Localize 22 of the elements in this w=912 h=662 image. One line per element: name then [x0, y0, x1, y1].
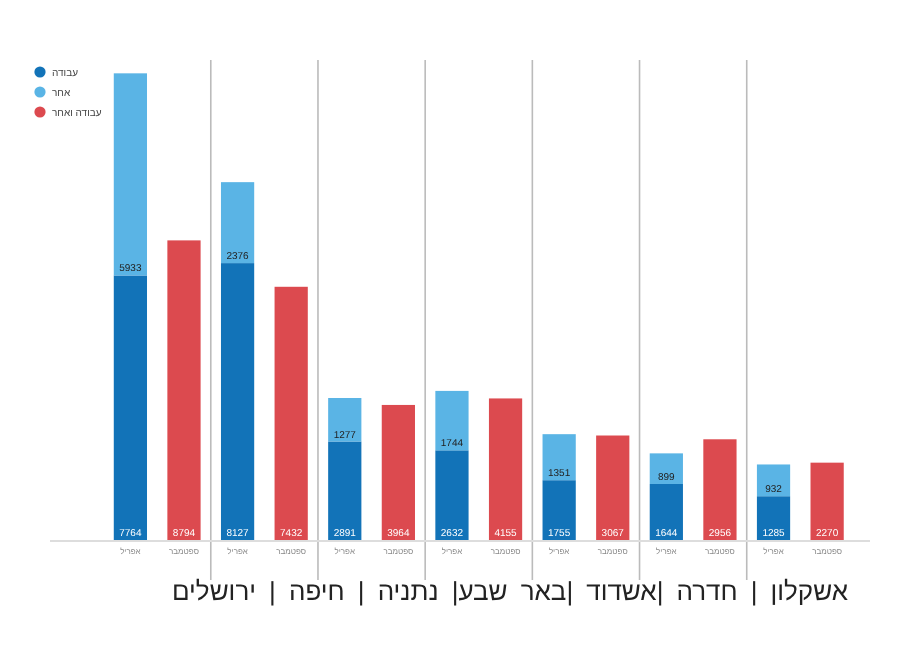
bar [649, 483, 683, 540]
bar [435, 390, 469, 451]
bar [542, 480, 576, 540]
bar [488, 398, 523, 540]
bar [542, 434, 576, 481]
bar [113, 73, 148, 276]
bar [167, 240, 201, 540]
bar [756, 464, 791, 497]
bar [649, 453, 683, 484]
bar [220, 263, 255, 540]
bar [328, 441, 362, 540]
bar [381, 404, 415, 540]
bar [756, 496, 791, 540]
bar [435, 450, 469, 540]
bar [274, 286, 308, 540]
bar [220, 182, 255, 264]
bar [328, 397, 362, 442]
bar [703, 439, 737, 540]
bar [596, 435, 630, 540]
text: אשקלון | חדרה |אשדוד |באר שבע| נתניה | חיפה | ירושלים [172, 576, 848, 608]
bar [113, 275, 148, 540]
bar [810, 462, 844, 540]
